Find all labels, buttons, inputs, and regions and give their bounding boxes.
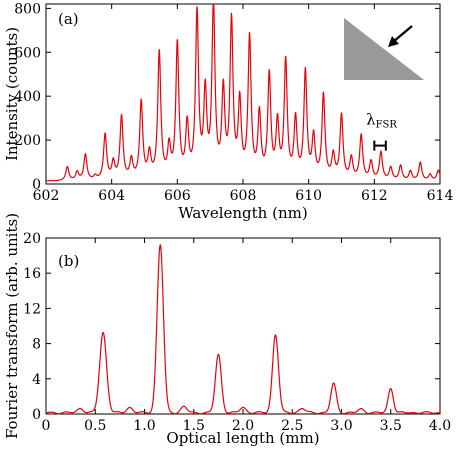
panel-a-frame xyxy=(45,3,441,185)
panel-a-x-tick-label: 606 xyxy=(164,188,191,204)
panel-b-x-tick-label: 3.0 xyxy=(330,418,352,434)
panel-a-y-axis-label: Intensity (counts) xyxy=(3,27,21,161)
fsr-label: λFSR xyxy=(366,111,397,131)
fsr-lambda: λ xyxy=(366,111,376,129)
panel-b-x-tick-label: 1.0 xyxy=(133,418,155,434)
panel-b-y-tick-label: 8 xyxy=(32,337,41,353)
panel-b-ticks xyxy=(45,237,441,415)
fsr-annotation: λFSR xyxy=(366,111,397,151)
panel-a-y-tick-label: 800 xyxy=(14,1,41,17)
panel-b-y-axis-label: Fourier transform (arb. units) xyxy=(3,213,21,439)
panel-b-x-tick-label: 2.5 xyxy=(281,418,303,434)
panel-a-x-tick-label: 610 xyxy=(295,188,322,204)
panel-a-spectrum-line xyxy=(45,3,441,182)
inset-triangle-with-arrow xyxy=(344,18,424,80)
panel-b-x-tick-label: 4.0 xyxy=(429,418,451,434)
panel-b-y-tick-label: 4 xyxy=(32,372,41,388)
panel-a-y-tick-label: 600 xyxy=(14,45,41,61)
panel-a-y-tick-label: 200 xyxy=(14,133,41,149)
panel-a-y-tick-labels: 0 200 400 600 800 xyxy=(14,1,41,193)
panel-a-ticks xyxy=(45,4,441,185)
panel-b-y-tick-label: 0 xyxy=(32,407,41,423)
panel-a-x-tick-label: 602 xyxy=(33,188,60,204)
panel-b-x-tick-label: 0 xyxy=(42,418,51,434)
panel-a-x-tick-label: 604 xyxy=(98,188,125,204)
panel-b-label: (b) xyxy=(58,252,79,270)
panel-b-y-tick-labels: 0 4 8 12 16 20 xyxy=(23,231,41,423)
panel-a-y-tick-label: 400 xyxy=(14,89,41,105)
panel-b-x-tick-label: 0.5 xyxy=(84,418,106,434)
panel-b-y-tick-label: 12 xyxy=(23,301,41,317)
inset-arrow-shaft xyxy=(392,25,413,43)
panel-a-x-tick-label: 612 xyxy=(361,188,388,204)
panel-a-x-axis-label: Wavelength (nm) xyxy=(178,204,307,222)
panel-a-x-tick-label: 608 xyxy=(230,188,257,204)
panel-a-x-tick-label: 614 xyxy=(427,188,454,204)
panel-a-y-tick-label: 0 xyxy=(32,177,41,193)
panel-b-x-tick-label: 2.0 xyxy=(232,418,254,434)
panel-b-x-tick-label: 1.5 xyxy=(183,418,205,434)
panel-b-frame xyxy=(45,237,441,415)
inset-triangle-shape xyxy=(344,18,424,80)
panel-a-x-tick-labels: 602 604 606 608 610 612 614 xyxy=(33,188,454,204)
panel-b-fourier-line xyxy=(45,244,441,415)
panel-b-y-tick-label: 16 xyxy=(23,266,41,282)
fsr-subscript: FSR xyxy=(376,120,398,131)
panel-b-x-tick-label: 3.5 xyxy=(380,418,402,434)
inset-arrow-head xyxy=(388,36,399,47)
panel-a-label: (a) xyxy=(58,10,79,28)
panel-b-y-tick-label: 20 xyxy=(23,231,41,247)
panel-b-x-tick-labels: 0 0.5 1.0 1.5 2.0 2.5 3.0 3.5 4.0 xyxy=(42,418,452,434)
panel-b-x-axis-label: Optical length (mm) xyxy=(166,429,319,447)
